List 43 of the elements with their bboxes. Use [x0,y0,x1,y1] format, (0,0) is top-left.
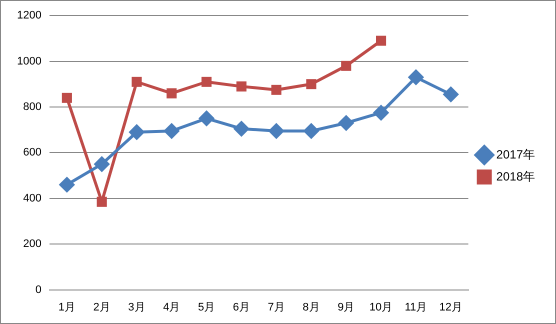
legend-label: 2018年 [496,169,536,184]
point [271,84,282,95]
x-tick-label: 9月 [338,301,355,314]
point [132,76,142,87]
point [94,156,110,172]
legend-label: 2017年 [496,147,536,162]
point [341,60,352,71]
x-tick-label: 1月 [58,301,76,314]
point [234,121,249,136]
x-tick-label: 12月 [439,301,462,314]
x-tick-label: 5月 [198,301,216,314]
y-tick-label: 0 [35,284,42,296]
x-tick-label: 2月 [93,301,110,314]
y-tick-label: 1000 [16,55,42,68]
x-tick-label: 11月 [404,301,428,314]
y-tick-label: 800 [23,101,42,114]
y-tick-label: 1200 [16,10,42,22]
x-tick-label: 10月 [369,301,393,314]
x-tick-label: 8月 [302,301,320,314]
x-tick-label: 6月 [232,301,250,314]
point [236,81,246,92]
point [408,70,424,85]
point [338,115,354,130]
y-tick-label: 200 [23,238,42,250]
point [202,76,212,87]
y-tick-label: 600 [23,146,42,159]
point [96,196,107,207]
point [62,92,72,103]
point [443,86,458,102]
point [306,79,316,90]
point [129,124,144,140]
point [59,177,74,192]
x-tick-label: 7月 [268,301,285,314]
point [199,110,214,126]
point [268,123,284,138]
x-tick-label: 4月 [163,301,180,314]
point [166,88,177,98]
y-tick-label: 400 [23,192,42,204]
x-tick-label: 3月 [128,301,146,314]
point [304,123,319,138]
point [164,123,180,138]
point [376,36,386,46]
point [374,105,389,120]
